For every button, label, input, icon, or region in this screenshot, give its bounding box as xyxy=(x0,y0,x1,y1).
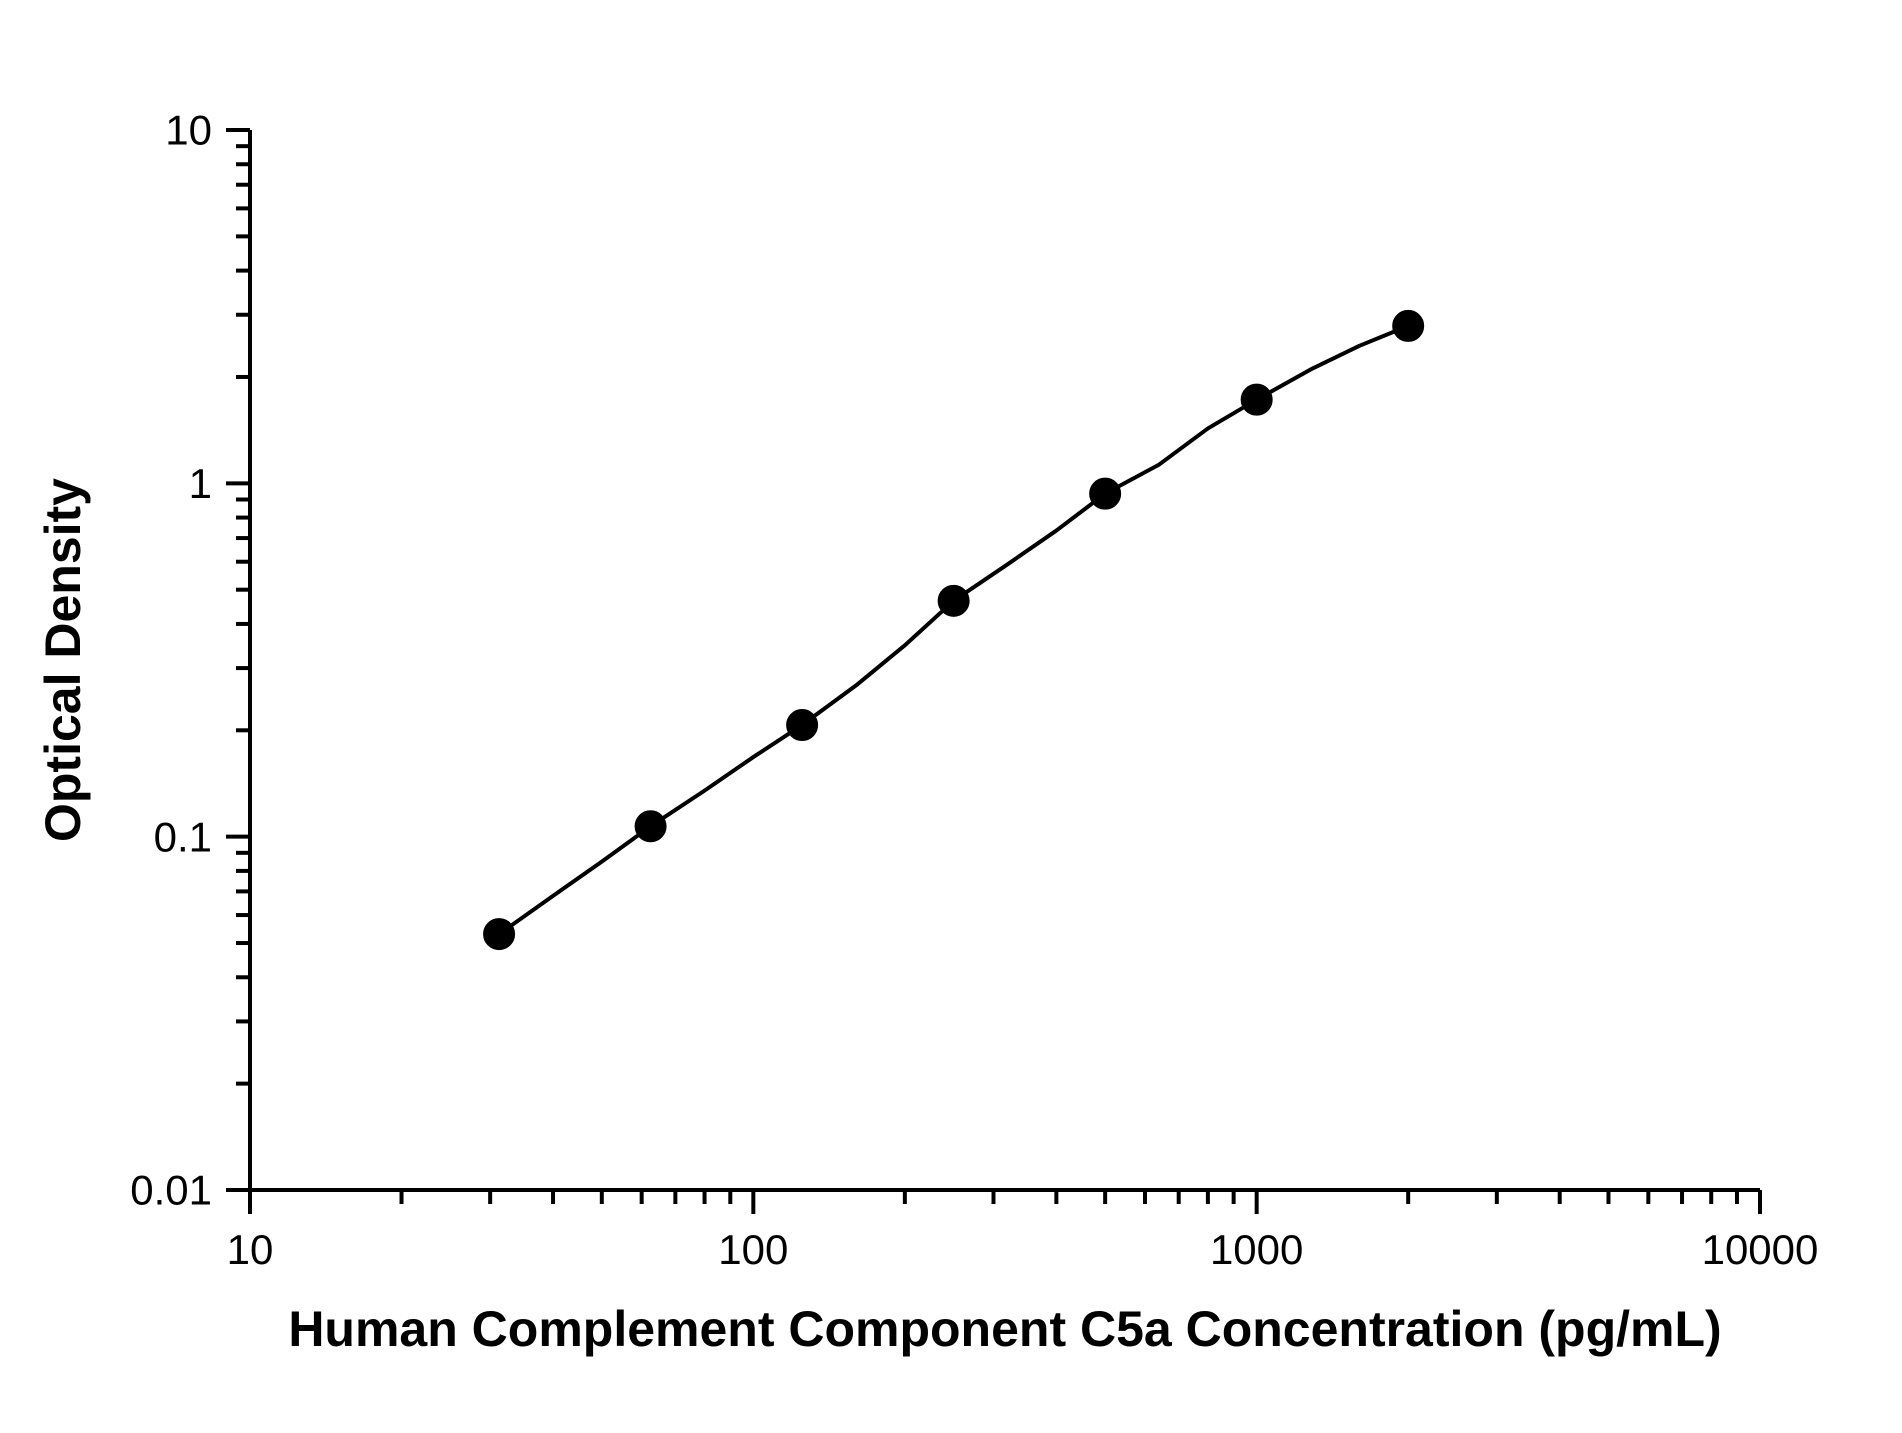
data-point xyxy=(484,919,514,949)
data-point xyxy=(1090,479,1120,509)
data-point xyxy=(1242,385,1272,415)
x-tick-label: 1000 xyxy=(1210,1226,1303,1273)
y-tick-label: 1 xyxy=(189,460,212,507)
standard-curve-chart: 10 100 1000 10000 0.01 0.1 1 10 Optical Density H… xyxy=(0,0,1902,1433)
data-point xyxy=(939,586,969,616)
data-point xyxy=(787,710,817,740)
y-tick-label: 10 xyxy=(165,107,212,154)
x-tick-label: 10 xyxy=(227,1226,274,1273)
data-point xyxy=(1393,311,1423,341)
y-tick-label: 0.1 xyxy=(154,813,212,860)
y-tick-label: 0.01 xyxy=(130,1167,212,1214)
data-point xyxy=(636,811,666,841)
x-tick-label: 100 xyxy=(718,1226,788,1273)
y-axis-label: Optical Density xyxy=(35,478,91,842)
x-axis-label: Human Complement Component C5a Concentra… xyxy=(288,1301,1721,1357)
x-tick-label: 10000 xyxy=(1702,1226,1819,1273)
chart-container: 10 100 1000 10000 0.01 0.1 1 10 Optical Density H… xyxy=(0,0,1902,1433)
